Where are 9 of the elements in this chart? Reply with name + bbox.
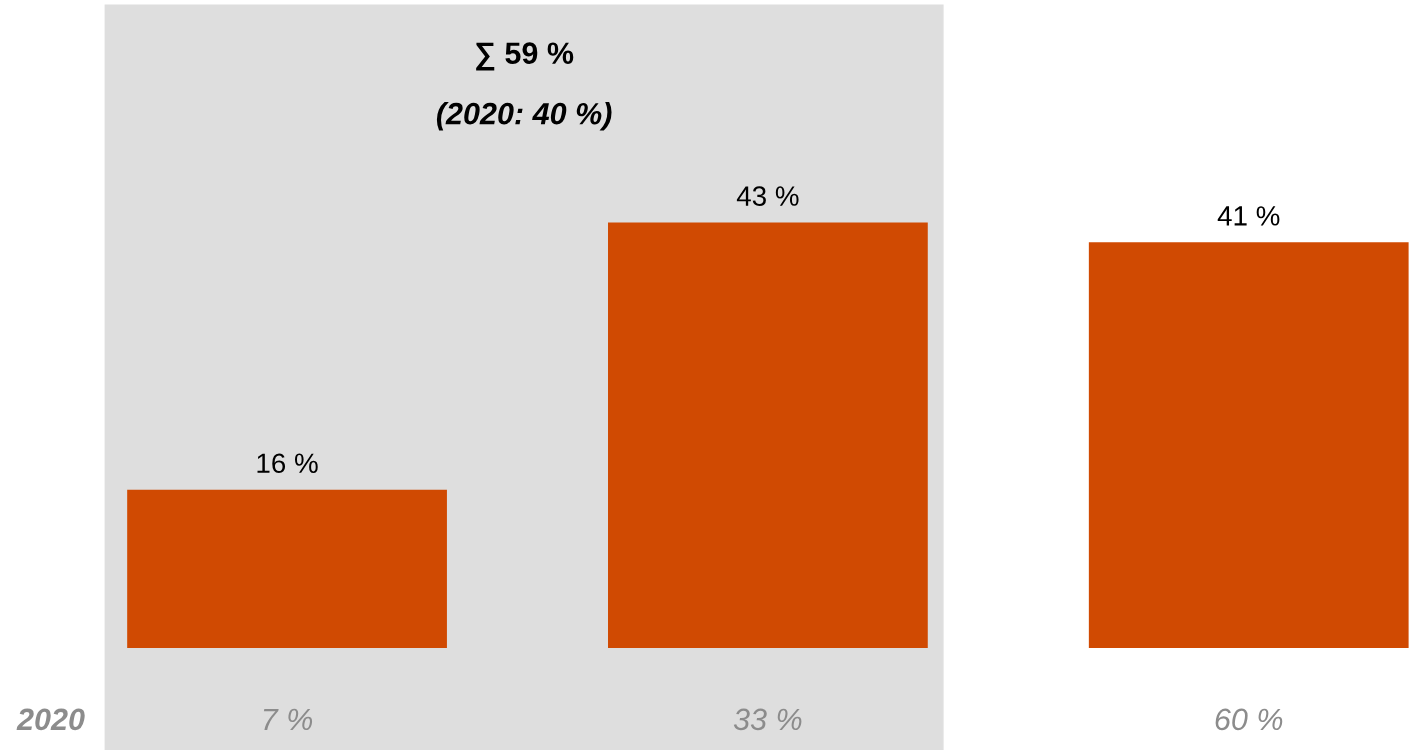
text: 7 % xyxy=(263,708,313,731)
text: ∑ 59 % xyxy=(476,42,574,71)
data-label: 41 % xyxy=(1217,206,1280,226)
text: (2020: 40 %) xyxy=(436,102,612,131)
data-label: 16 % xyxy=(257,453,318,474)
text: 33 % xyxy=(733,708,802,731)
data-label: 43 % xyxy=(736,186,799,206)
text: 60 % xyxy=(1215,708,1283,731)
text: 2020 xyxy=(16,708,85,731)
